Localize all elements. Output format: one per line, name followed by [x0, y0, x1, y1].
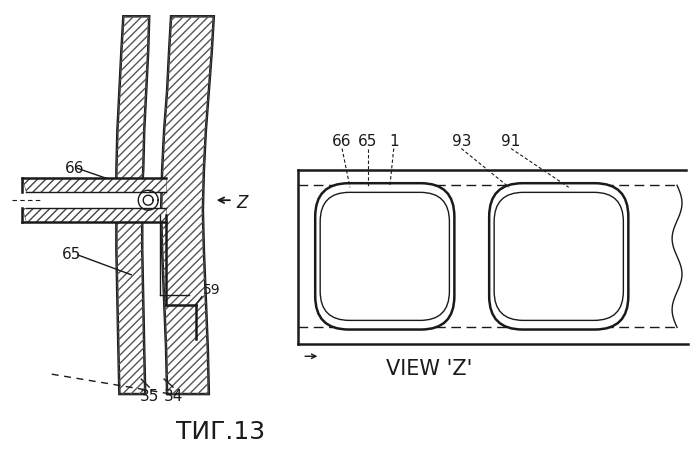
FancyBboxPatch shape	[315, 183, 454, 330]
Text: Z: Z	[237, 194, 248, 212]
FancyBboxPatch shape	[489, 183, 628, 330]
Text: VIEW 'Z': VIEW 'Z'	[387, 359, 473, 379]
Polygon shape	[22, 178, 166, 192]
Text: 65: 65	[62, 247, 81, 262]
FancyBboxPatch shape	[494, 192, 624, 320]
Text: 59: 59	[203, 283, 220, 297]
FancyBboxPatch shape	[320, 192, 449, 320]
Text: 35: 35	[140, 389, 159, 404]
Text: 34: 34	[164, 389, 182, 404]
Text: 93: 93	[452, 134, 471, 149]
Text: ΤИГ.13: ΤИГ.13	[176, 420, 266, 444]
Text: 1: 1	[389, 134, 398, 149]
Text: 91: 91	[501, 134, 521, 149]
Polygon shape	[117, 16, 149, 185]
Polygon shape	[161, 16, 214, 394]
Text: 66: 66	[332, 134, 352, 149]
Text: 66: 66	[65, 161, 84, 176]
Polygon shape	[117, 215, 145, 394]
Text: 65: 65	[358, 134, 377, 149]
Polygon shape	[22, 208, 166, 222]
